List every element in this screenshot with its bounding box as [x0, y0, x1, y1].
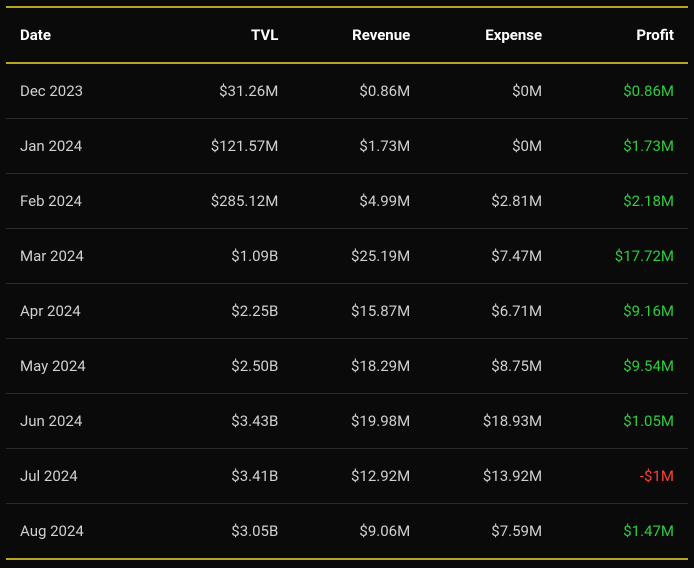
cell-profit: $0.86M [556, 63, 688, 119]
table-body: Dec 2023$31.26M$0.86M$0M$0.86MJan 2024$1… [6, 63, 688, 558]
cell-expense: $7.47M [424, 229, 556, 284]
col-header-date: Date [6, 8, 148, 63]
cell-revenue: $12.92M [292, 449, 424, 504]
cell-expense: $0M [424, 63, 556, 119]
cell-tvl: $2.25B [148, 284, 293, 339]
cell-date: Mar 2024 [6, 229, 148, 284]
table-row: Mar 2024$1.09B$25.19M$7.47M$17.72M [6, 229, 688, 284]
table-row: Aug 2024$3.05B$9.06M$7.59M$1.47M [6, 504, 688, 559]
cell-date: Feb 2024 [6, 174, 148, 229]
cell-tvl: $2.50B [148, 339, 293, 394]
cell-date: Apr 2024 [6, 284, 148, 339]
cell-profit: $9.16M [556, 284, 688, 339]
cell-profit: $2.18M [556, 174, 688, 229]
financial-table: Date TVL Revenue Expense Profit Dec 2023… [6, 8, 688, 558]
cell-profit: $17.72M [556, 229, 688, 284]
cell-revenue: $9.06M [292, 504, 424, 559]
col-header-profit: Profit [556, 8, 688, 63]
cell-tvl: $285.12M [148, 174, 293, 229]
cell-profit: $9.54M [556, 339, 688, 394]
cell-profit: -$1M [556, 449, 688, 504]
cell-expense: $8.75M [424, 339, 556, 394]
cell-revenue: $25.19M [292, 229, 424, 284]
cell-revenue: $19.98M [292, 394, 424, 449]
cell-tvl: $31.26M [148, 63, 293, 119]
col-header-tvl: TVL [148, 8, 293, 63]
cell-date: Aug 2024 [6, 504, 148, 559]
cell-expense: $18.93M [424, 394, 556, 449]
cell-tvl: $3.05B [148, 504, 293, 559]
col-header-revenue: Revenue [292, 8, 424, 63]
cell-profit: $1.73M [556, 119, 688, 174]
cell-expense: $0M [424, 119, 556, 174]
cell-tvl: $1.09B [148, 229, 293, 284]
cell-profit: $1.47M [556, 504, 688, 559]
cell-profit: $1.05M [556, 394, 688, 449]
cell-tvl: $121.57M [148, 119, 293, 174]
table-row: Jul 2024$3.41B$12.92M$13.92M-$1M [6, 449, 688, 504]
cell-tvl: $3.43B [148, 394, 293, 449]
cell-revenue: $1.73M [292, 119, 424, 174]
table-header-row: Date TVL Revenue Expense Profit [6, 8, 688, 63]
cell-date: Jun 2024 [6, 394, 148, 449]
cell-revenue: $0.86M [292, 63, 424, 119]
cell-expense: $6.71M [424, 284, 556, 339]
cell-expense: $13.92M [424, 449, 556, 504]
cell-date: Jul 2024 [6, 449, 148, 504]
table-row: May 2024$2.50B$18.29M$8.75M$9.54M [6, 339, 688, 394]
cell-expense: $2.81M [424, 174, 556, 229]
col-header-expense: Expense [424, 8, 556, 63]
financial-table-wrapper: Date TVL Revenue Expense Profit Dec 2023… [6, 6, 688, 560]
cell-expense: $7.59M [424, 504, 556, 559]
cell-revenue: $15.87M [292, 284, 424, 339]
table-row: Feb 2024$285.12M$4.99M$2.81M$2.18M [6, 174, 688, 229]
cell-date: May 2024 [6, 339, 148, 394]
cell-revenue: $4.99M [292, 174, 424, 229]
table-row: Dec 2023$31.26M$0.86M$0M$0.86M [6, 63, 688, 119]
cell-tvl: $3.41B [148, 449, 293, 504]
cell-revenue: $18.29M [292, 339, 424, 394]
table-row: Jan 2024$121.57M$1.73M$0M$1.73M [6, 119, 688, 174]
cell-date: Jan 2024 [6, 119, 148, 174]
table-row: Apr 2024$2.25B$15.87M$6.71M$9.16M [6, 284, 688, 339]
cell-date: Dec 2023 [6, 63, 148, 119]
table-row: Jun 2024$3.43B$19.98M$18.93M$1.05M [6, 394, 688, 449]
